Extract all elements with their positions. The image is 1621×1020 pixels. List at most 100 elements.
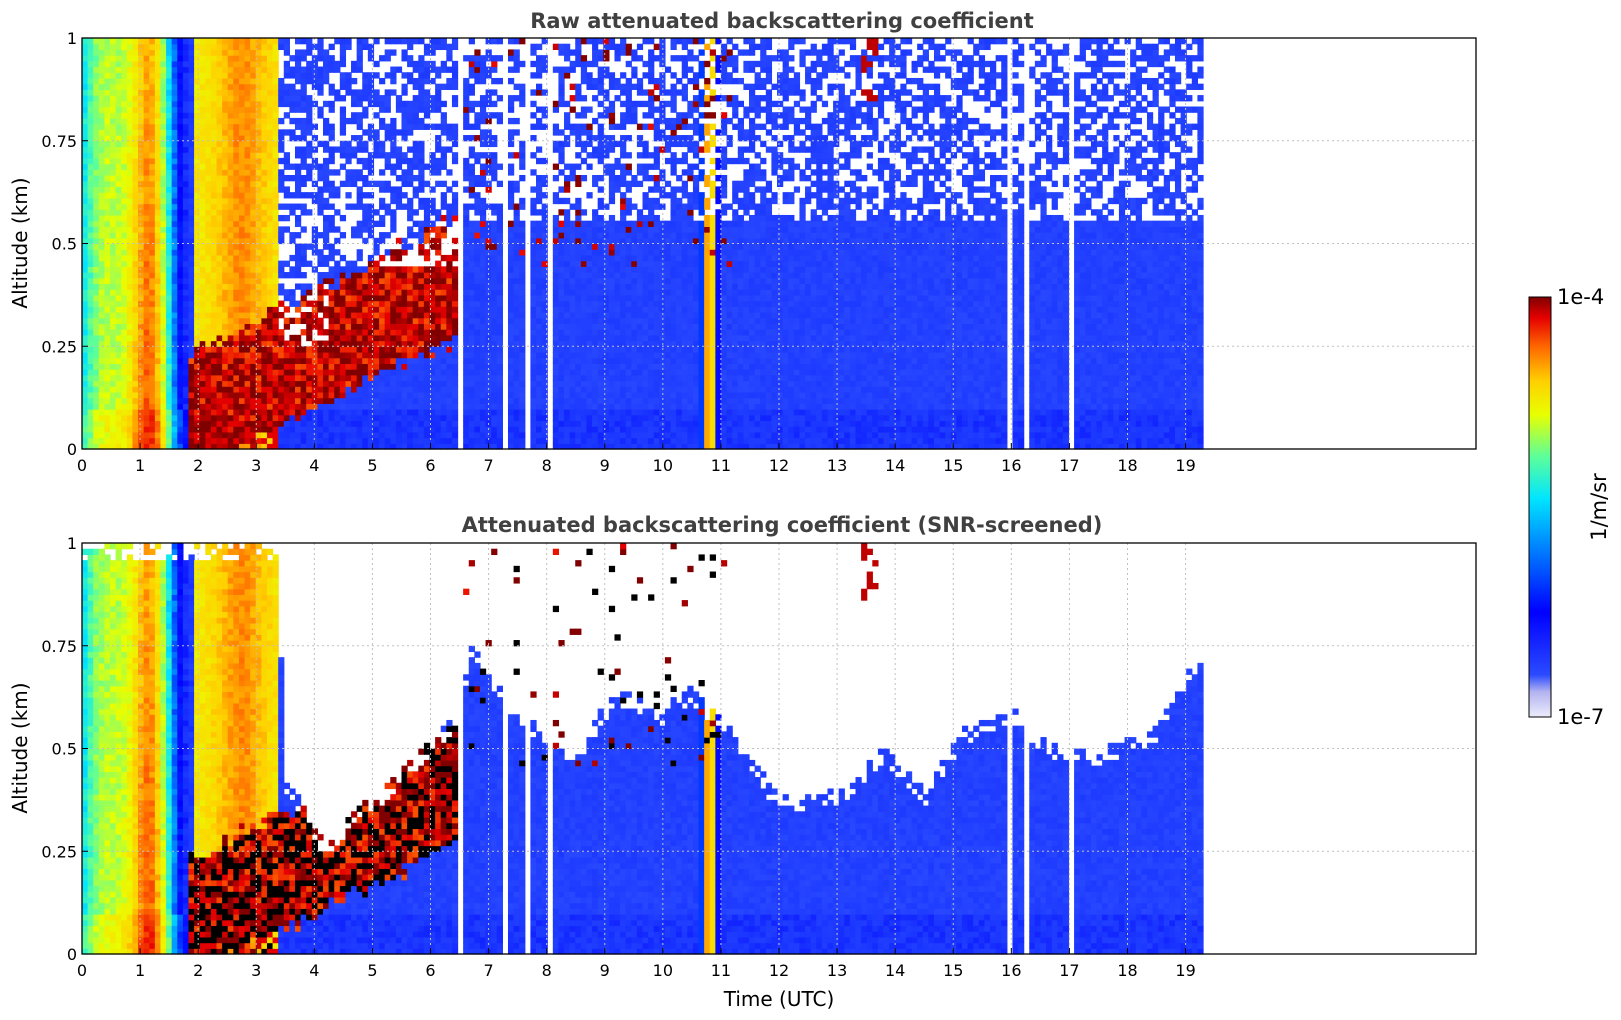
heatmap-cell bbox=[182, 323, 190, 330]
heatmap-cell bbox=[205, 157, 212, 165]
heatmap-cell bbox=[250, 169, 257, 176]
heatmap-cell bbox=[227, 420, 234, 427]
heatmap-cell bbox=[418, 106, 425, 113]
heatmap-cell bbox=[407, 414, 414, 422]
heatmap-cell bbox=[507, 266, 515, 273]
heatmap-cell bbox=[222, 351, 229, 359]
heatmap-cell bbox=[423, 232, 431, 239]
heatmap-cell bbox=[160, 340, 167, 347]
heatmap-cell bbox=[300, 431, 307, 439]
heatmap-cell bbox=[412, 283, 419, 290]
heatmap-cell bbox=[244, 363, 251, 370]
heatmap-cell bbox=[328, 437, 335, 444]
heatmap-cell bbox=[227, 254, 234, 262]
heatmap-cell bbox=[210, 117, 218, 125]
heatmap-cell bbox=[328, 66, 335, 73]
heatmap-cell bbox=[519, 226, 526, 233]
heatmap-cell bbox=[323, 146, 330, 153]
heatmap-cell bbox=[362, 289, 369, 296]
heatmap-cell bbox=[205, 214, 212, 222]
heatmap-cell bbox=[362, 317, 369, 325]
heatmap-cell bbox=[407, 197, 414, 205]
heatmap-cell bbox=[205, 323, 212, 330]
heatmap-cell bbox=[177, 232, 184, 239]
heatmap-cell bbox=[407, 209, 414, 216]
heatmap-cell bbox=[154, 112, 162, 119]
heatmap-cell bbox=[367, 397, 375, 404]
heatmap-cell bbox=[440, 66, 447, 73]
heatmap-cell bbox=[171, 443, 178, 450]
heatmap-cell bbox=[429, 409, 436, 416]
heatmap-cell bbox=[177, 157, 184, 165]
heatmap-cell bbox=[149, 95, 156, 102]
heatmap-cell bbox=[373, 374, 380, 382]
heatmap-cell bbox=[513, 129, 520, 136]
heatmap-cell bbox=[110, 129, 117, 136]
heatmap-cell bbox=[188, 112, 195, 119]
heatmap-cell bbox=[166, 83, 173, 90]
heatmap-cell bbox=[143, 414, 150, 422]
heatmap-cell bbox=[250, 38, 257, 45]
heatmap-cell bbox=[154, 420, 162, 427]
heatmap-cell bbox=[98, 43, 106, 51]
heatmap-cell bbox=[491, 66, 498, 73]
heatmap-cell bbox=[227, 140, 234, 148]
heatmap-cell bbox=[530, 249, 537, 256]
heatmap-cell bbox=[115, 38, 122, 45]
heatmap-cell bbox=[390, 414, 397, 422]
heatmap-cell bbox=[266, 123, 274, 130]
heatmap-cell bbox=[541, 426, 548, 433]
heatmap-cell bbox=[244, 197, 251, 205]
heatmap-cell bbox=[233, 329, 240, 336]
heatmap-cell bbox=[177, 146, 184, 153]
heatmap-cell bbox=[362, 95, 369, 102]
heatmap-cell bbox=[126, 77, 134, 85]
heatmap-cell bbox=[412, 220, 419, 227]
heatmap-cell bbox=[429, 289, 436, 296]
heatmap-cell bbox=[401, 72, 408, 79]
heatmap-cell bbox=[401, 357, 408, 364]
heatmap-cell bbox=[143, 226, 150, 233]
heatmap-cell bbox=[379, 443, 386, 450]
heatmap-cell bbox=[412, 146, 419, 153]
heatmap-cell bbox=[182, 391, 190, 399]
heatmap-cell bbox=[255, 214, 262, 222]
heatmap-cell bbox=[451, 426, 459, 433]
heatmap-cell bbox=[132, 374, 139, 382]
heatmap-cell bbox=[227, 306, 234, 313]
heatmap-cell bbox=[160, 277, 167, 285]
heatmap-cell bbox=[328, 129, 335, 136]
heatmap-cell bbox=[104, 192, 111, 199]
heatmap-cell bbox=[160, 209, 167, 216]
heatmap-cell bbox=[536, 346, 543, 353]
heatmap-cell bbox=[317, 443, 324, 450]
heatmap-cell bbox=[367, 289, 375, 296]
heatmap-cell bbox=[300, 89, 307, 96]
heatmap-cell bbox=[300, 260, 307, 267]
heatmap-cell bbox=[115, 266, 122, 273]
heatmap-cell bbox=[379, 414, 386, 422]
heatmap-cell bbox=[205, 260, 212, 267]
heatmap-cell bbox=[552, 437, 560, 444]
heatmap-cell bbox=[541, 437, 548, 444]
heatmap-cell bbox=[356, 312, 363, 319]
heatmap-cell bbox=[149, 226, 156, 233]
heatmap-cell bbox=[339, 272, 347, 279]
heatmap-cell bbox=[323, 312, 330, 319]
heatmap-cell bbox=[468, 414, 475, 422]
heatmap-cell bbox=[362, 386, 369, 393]
heatmap-cell bbox=[87, 317, 94, 325]
heatmap-cell bbox=[222, 380, 229, 387]
heatmap-cell bbox=[485, 237, 492, 245]
heatmap-cell bbox=[104, 66, 111, 73]
heatmap-cell bbox=[323, 386, 330, 393]
heatmap-cell bbox=[334, 209, 341, 216]
heatmap-cell bbox=[227, 123, 234, 130]
heatmap-cell bbox=[530, 431, 537, 439]
heatmap-cell bbox=[446, 409, 453, 416]
heatmap-cell bbox=[160, 317, 167, 325]
heatmap-cell bbox=[154, 89, 162, 96]
heatmap-cell bbox=[356, 414, 363, 422]
heatmap-cell bbox=[390, 374, 397, 382]
heatmap-cell bbox=[149, 414, 156, 422]
